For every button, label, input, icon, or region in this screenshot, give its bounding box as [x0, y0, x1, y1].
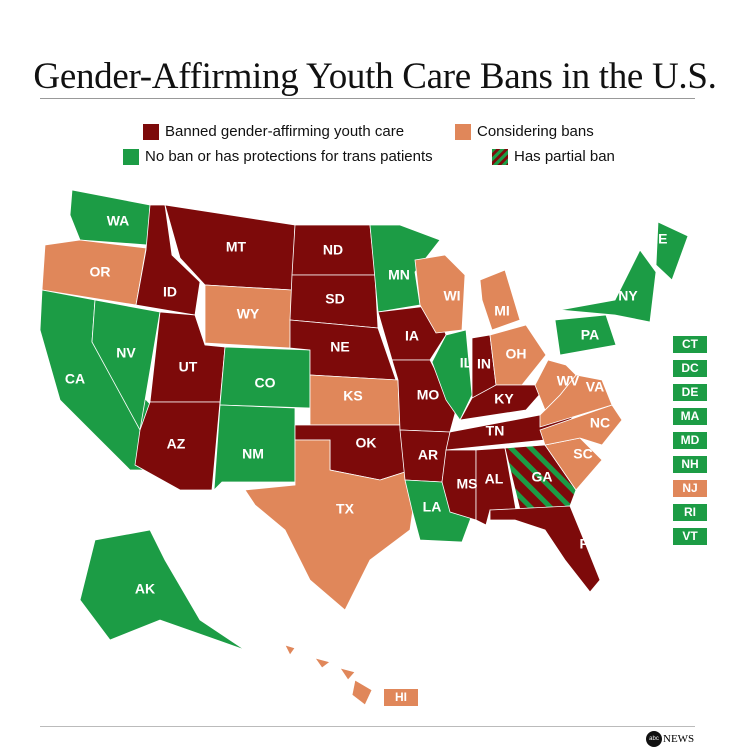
title-divider — [40, 98, 695, 99]
state-label-nv: NV — [116, 345, 136, 361]
state-box-dc: DC — [673, 360, 707, 377]
state-label-il: IL — [460, 355, 473, 371]
state-label-va: VA — [586, 379, 604, 395]
legend-considering: Considering bans — [455, 123, 594, 140]
legend-swatch-partial — [492, 148, 508, 165]
state-label-nm: NM — [242, 446, 264, 462]
state-box-ct: CT — [673, 336, 707, 353]
state-wi — [414, 254, 466, 334]
legend-banned: Banned gender-affirming youth care — [143, 123, 404, 140]
state-hi — [314, 657, 331, 669]
state-label-ok: OK — [356, 435, 377, 451]
legend-partial: Has partial ban — [492, 148, 615, 165]
state-label-wa: WA — [107, 213, 130, 229]
abc-news-logo: abc NEWS — [646, 731, 694, 747]
state-label-tn: TN — [486, 423, 505, 439]
state-ak — [79, 529, 246, 651]
state-nm — [213, 404, 296, 492]
logo-text: NEWS — [663, 733, 695, 745]
state-fl — [489, 505, 601, 593]
state-label-nc: NC — [590, 415, 610, 431]
state-label-oh: OH — [506, 346, 527, 362]
state-pa — [554, 314, 617, 356]
logo-mark: abc — [646, 731, 662, 747]
legend-swatch-no-ban — [123, 148, 139, 165]
footer-divider — [40, 726, 695, 727]
state-wa — [69, 189, 151, 246]
legend-label: Banned gender-affirming youth care — [165, 123, 405, 140]
state-label-wv: WV — [557, 373, 580, 389]
state-hi — [351, 679, 373, 706]
state-ky — [459, 384, 549, 421]
state-label-ga: GA — [532, 469, 553, 485]
state-label-ak: AK — [135, 581, 155, 597]
legend-label: No ban or has protections for trans pati… — [145, 148, 433, 165]
state-label-ia: IA — [405, 328, 419, 344]
state-ny — [559, 249, 657, 323]
state-label-la: LA — [423, 499, 442, 515]
state-tx — [244, 439, 416, 611]
state-box-nj: NJ — [673, 480, 707, 497]
state-label-nd: ND — [323, 242, 343, 258]
state-label-mn: MN — [388, 267, 410, 283]
state-label-sc: SC — [573, 446, 592, 462]
state-hi — [339, 667, 356, 681]
state-label-ms: MS — [457, 476, 478, 492]
state-hi — [284, 644, 296, 656]
state-box-md: MD — [673, 432, 707, 449]
state-id — [135, 204, 201, 316]
state-me — [655, 221, 689, 281]
state-label-mt: MT — [226, 239, 247, 255]
state-label-al: AL — [485, 471, 504, 487]
state-wv — [534, 359, 577, 411]
legend-no-ban: No ban or has protections for trans pati… — [123, 148, 433, 165]
page-title: Gender-Affirming Youth Care Bans in the … — [33, 56, 717, 97]
legend-swatch-considering — [455, 123, 471, 140]
state-box-ri: RI — [673, 504, 707, 521]
legend-label: Considering bans — [477, 123, 594, 140]
state-box-de: DE — [673, 384, 707, 401]
state-label-ks: KS — [343, 388, 362, 404]
state-box-ma: MA — [673, 408, 707, 425]
state-label-mi: MI — [494, 303, 510, 319]
state-label-ca: CA — [65, 371, 85, 387]
state-label-id: ID — [163, 284, 177, 300]
state-label-mo: MO — [417, 387, 440, 403]
state-label-ut: UT — [179, 359, 198, 375]
state-label-ny: NY — [618, 288, 638, 304]
state-label-tx: TX — [336, 501, 355, 517]
state-label-pa: PA — [581, 327, 599, 343]
state-box-vt: VT — [673, 528, 707, 545]
state-label-co: CO — [255, 375, 276, 391]
state-label-az: AZ — [167, 436, 186, 452]
legend-swatch-banned — [143, 123, 159, 140]
state-label-in: IN — [477, 356, 491, 372]
state-label-ar: AR — [418, 447, 438, 463]
state-label-ne: NE — [330, 339, 349, 355]
state-label-wi: WI — [443, 288, 460, 304]
state-box-nh: NH — [673, 456, 707, 473]
state-label-fl: FL — [579, 536, 597, 552]
legend-label: Has partial ban — [514, 148, 615, 165]
state-label-wy: WY — [237, 306, 260, 322]
state-oh — [489, 324, 547, 386]
state-label-ky: KY — [494, 391, 514, 407]
state-ms — [441, 449, 477, 521]
state-ga — [504, 444, 577, 511]
state-label-sd: SD — [325, 291, 344, 307]
state-label-or: OR — [90, 264, 111, 280]
state-box-hi: HI — [384, 689, 418, 706]
state-mi — [479, 269, 521, 331]
state-label-me: ME — [647, 231, 668, 247]
